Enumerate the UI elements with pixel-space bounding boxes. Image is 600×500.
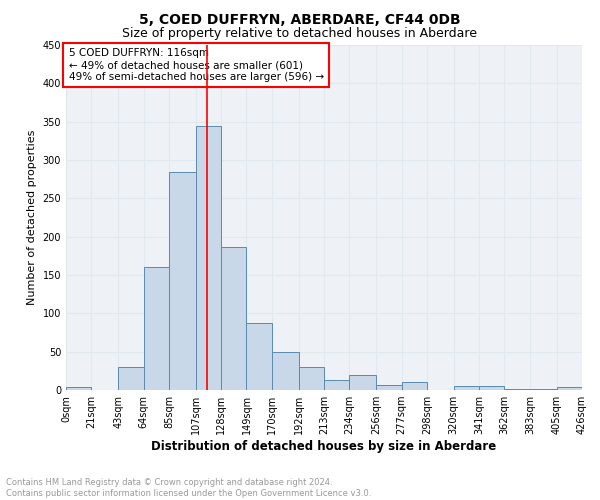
Bar bbox=[118, 367, 143, 390]
Bar bbox=[324, 380, 349, 390]
Bar bbox=[196, 126, 221, 390]
Bar bbox=[376, 384, 401, 390]
Y-axis label: Number of detached properties: Number of detached properties bbox=[27, 130, 37, 305]
Text: Size of property relative to detached houses in Aberdare: Size of property relative to detached ho… bbox=[122, 28, 478, 40]
Bar bbox=[143, 266, 169, 390]
Bar bbox=[247, 322, 272, 390]
Bar bbox=[557, 387, 582, 390]
Bar bbox=[479, 386, 505, 390]
Bar bbox=[169, 172, 196, 390]
Text: Contains HM Land Registry data © Crown copyright and database right 2024.
Contai: Contains HM Land Registry data © Crown c… bbox=[6, 478, 371, 498]
Bar bbox=[454, 386, 479, 390]
Bar bbox=[299, 367, 324, 390]
Text: 5, COED DUFFRYN, ABERDARE, CF44 0DB: 5, COED DUFFRYN, ABERDARE, CF44 0DB bbox=[139, 12, 461, 26]
Bar bbox=[401, 382, 427, 390]
X-axis label: Distribution of detached houses by size in Aberdare: Distribution of detached houses by size … bbox=[151, 440, 497, 453]
Bar bbox=[66, 387, 91, 390]
Bar bbox=[221, 248, 247, 390]
Bar bbox=[530, 389, 557, 390]
Bar bbox=[349, 376, 376, 390]
Text: 5 COED DUFFRYN: 116sqm
← 49% of detached houses are smaller (601)
49% of semi-de: 5 COED DUFFRYN: 116sqm ← 49% of detached… bbox=[68, 48, 324, 82]
Bar bbox=[272, 352, 299, 390]
Bar bbox=[505, 389, 530, 390]
